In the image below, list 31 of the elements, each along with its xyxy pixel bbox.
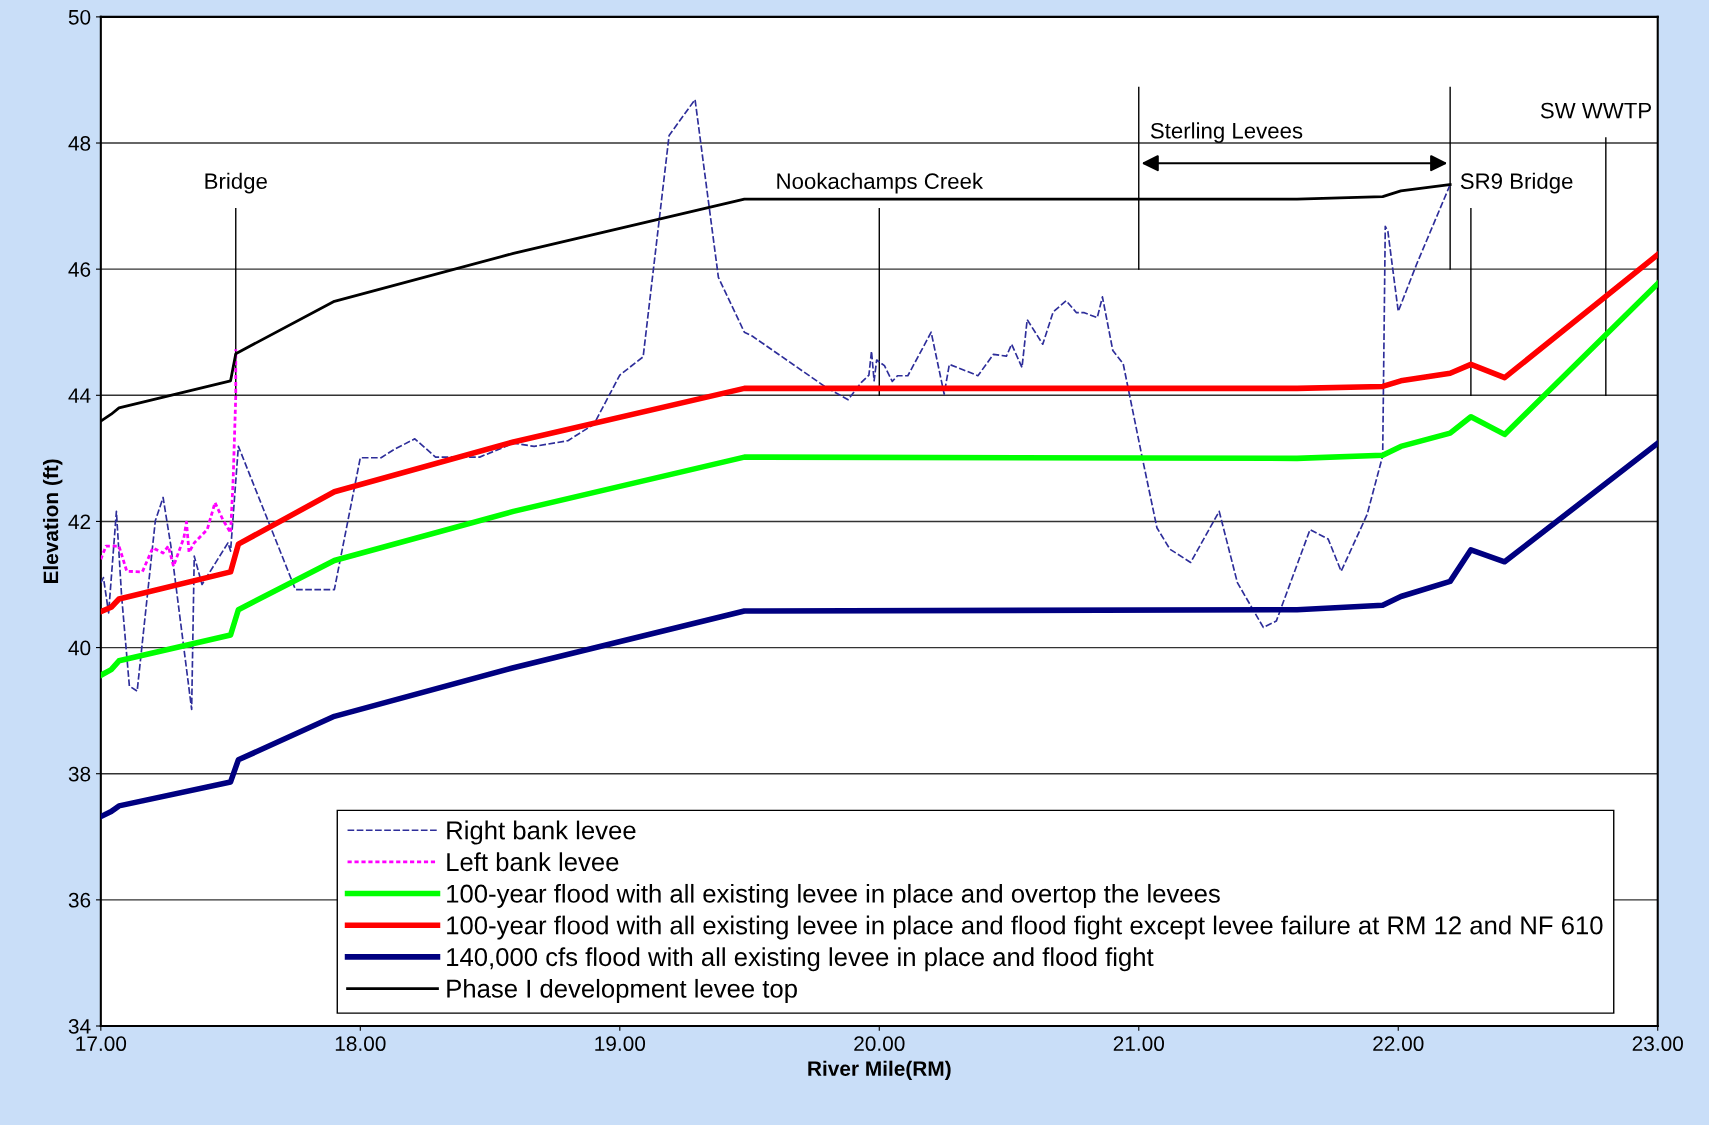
ref-line-label: Sterling Levees [1150,122,1303,144]
x-tick-label: 23.00 [1632,1036,1683,1052]
ref-line-label: Nookachamps Creek [777,172,984,194]
y-tick-label: 38 [68,766,91,782]
x-tick-label: 18.00 [335,1036,386,1052]
y-tick-label: 46 [68,262,91,277]
x-tick-label: 17.00 [76,1036,127,1052]
x-tick-label: 19.00 [595,1036,646,1052]
y-tick-label: 50 [68,9,91,25]
ref-line-label: Bridge [205,172,267,194]
y-tick-label: 40 [68,640,91,656]
x-tick-label: 20.00 [854,1036,905,1052]
ref-line-label: SW WWTP [1540,102,1651,119]
legend-label: Right bank levee [447,820,636,845]
x-axis-title: River Mile(RM) [808,1060,951,1081]
line-series [100,347,238,574]
legend-label: Phase I development levee top [447,978,797,1003]
legend-label: 100-year flood with all existing levee in place and flood fight except levee failure at RM 12 and NF 610 [447,915,1603,940]
x-tick-label: 22.00 [1373,1036,1424,1052]
line-series [100,98,1451,711]
y-tick-label: 48 [68,136,91,151]
y-tick-label: 36 [68,892,91,908]
legend-label: 100-year flood with all existing levee in place and overtop the levees [447,883,1220,908]
y-axis-title: Elevation (ft) [42,459,63,584]
ref-line-label: SR9 Bridge [1460,172,1573,194]
x-tick-label: 21.00 [1113,1036,1165,1052]
legend-label: Left bank levee [447,852,619,872]
y-tick-label: 44 [68,388,91,403]
legend-label: 140,000 cfs flood with all existing levee in place and flood fight [447,947,1154,972]
y-tick-label: 42 [68,514,91,529]
y-tick-label: 34 [68,1019,91,1034]
